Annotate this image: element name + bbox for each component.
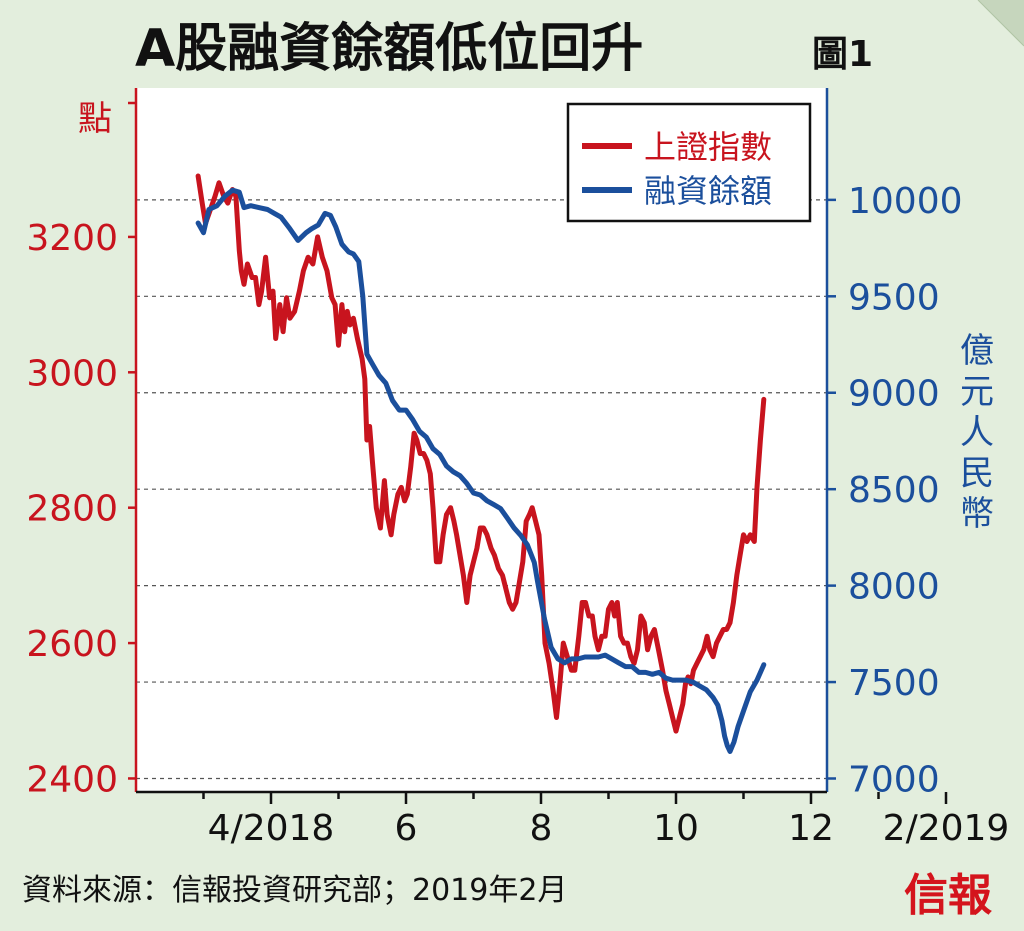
right-axis-label-char: 幣	[960, 494, 994, 534]
left-tick-label-3200: 3200	[26, 218, 118, 259]
right-ticks: 7000 7500 8000 8500 9000 9500 10000	[827, 181, 963, 800]
right-tick-label-9000: 9000	[848, 374, 940, 415]
x-tick-label-0: 4/2018	[208, 808, 335, 849]
left-tick-label-3000: 3000	[26, 353, 118, 394]
legend-box	[566, 102, 812, 223]
corner-fold	[977, 0, 1024, 47]
left-tick-label-2600: 2600	[26, 624, 118, 665]
series-line-1	[195, 187, 767, 754]
right-axis-label: 億元人民幣	[960, 331, 994, 534]
right-tick-label-10000: 10000	[848, 181, 963, 222]
x-tick-label-3: 10	[653, 808, 699, 849]
right-axis-label-char: 億	[960, 331, 994, 371]
left-tick-label-2400: 2400	[26, 759, 118, 800]
legend-label-1: 融資餘額	[644, 172, 772, 210]
right-tick-label-8000: 8000	[848, 567, 940, 608]
x-tick-label-2: 8	[530, 808, 553, 849]
right-tick-label-7500: 7500	[848, 663, 940, 704]
left-ticks: 2400 2600 2800 3000 3200	[26, 101, 136, 800]
legend: 上證指數 融資餘額	[566, 102, 812, 223]
right-tick-label-9500: 9500	[848, 277, 940, 318]
x-tick-label-4: 12	[788, 808, 834, 849]
left-axis-label: 點	[78, 99, 112, 139]
series-line-0	[195, 173, 767, 734]
x-tick-label-1: 6	[395, 808, 418, 849]
series-layer	[195, 173, 767, 754]
right-axis-label-char: 民	[960, 453, 994, 493]
legend-label-0: 上證指數	[644, 128, 772, 166]
right-axis-label-char: 元	[960, 372, 994, 412]
source-note: 資料來源：信報投資研究部；2019年2月	[22, 873, 567, 908]
x-tick-label-5: 2/2019	[883, 808, 1010, 849]
right-axis-label-char: 人	[960, 413, 994, 453]
figure-label: 圖1	[812, 34, 873, 75]
left-tick-label-2800: 2800	[26, 489, 118, 530]
grid	[136, 199, 827, 780]
brand-logo: 信報	[904, 870, 992, 921]
right-tick-label-7000: 7000	[848, 759, 940, 800]
chart-title: A股融資餘額低位回升	[135, 19, 643, 79]
x-ticks: 4/2018 6 8 10 12 2/2019	[202, 792, 1010, 849]
right-tick-label-8500: 8500	[848, 470, 940, 511]
